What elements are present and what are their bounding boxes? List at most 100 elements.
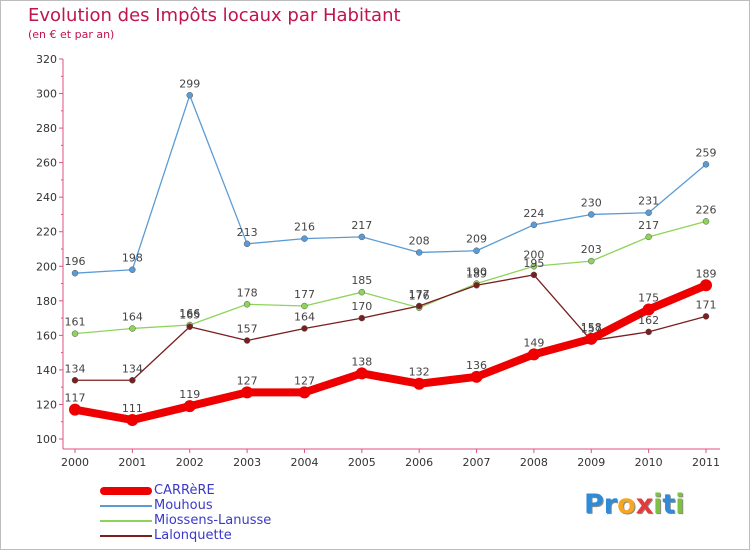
x-tick-label: 2007 (463, 456, 491, 469)
y-tick-label: 160 (36, 329, 57, 342)
data-point (129, 377, 136, 384)
y-tick-label: 220 (36, 226, 57, 239)
data-point (527, 348, 540, 361)
chart-subtitle: (en € et par an) (28, 28, 115, 41)
data-point (588, 257, 595, 265)
y-tick-label: 100 (36, 433, 57, 446)
data-point (702, 161, 710, 168)
data-label: 224 (523, 207, 544, 220)
data-label: 196 (65, 255, 86, 268)
data-label: 157 (581, 323, 602, 336)
chart-title: Evolution des Impôts locaux par Habitant (28, 5, 401, 26)
proxiti-logo: Proxiti (584, 489, 685, 520)
y-tick-label: 120 (36, 398, 57, 411)
data-label: 165 (179, 309, 200, 322)
data-point (186, 92, 193, 99)
data-point (702, 218, 710, 225)
data-label: 175 (638, 291, 659, 304)
line-chart: 100 120 140 160 180 200 220 240 260 280 300 320 2000… (36, 53, 720, 469)
data-point (71, 377, 79, 384)
data-label: 177 (294, 288, 315, 301)
y-tick-label: 320 (36, 53, 57, 66)
data-label: 216 (294, 221, 315, 234)
data-label: 111 (122, 402, 143, 415)
data-point (358, 288, 366, 296)
legend-label: Mouhous (154, 498, 213, 513)
data-point (243, 301, 251, 308)
data-label: 213 (237, 226, 258, 239)
data-label: 162 (638, 314, 659, 327)
data-point (588, 211, 595, 218)
data-point (69, 403, 81, 416)
data-label: 190 (466, 266, 487, 279)
series-line-mouhous (74, 94, 707, 274)
data-label: 185 (351, 274, 372, 287)
data-label: 195 (523, 257, 544, 270)
data-label: 178 (237, 286, 258, 299)
data-point (470, 370, 483, 383)
logo-letter: i (675, 489, 685, 520)
data-label: 164 (294, 310, 315, 323)
data-label: 208 (409, 234, 430, 247)
data-point (183, 400, 196, 413)
x-tick-label: 2010 (635, 456, 663, 469)
y-tick-label: 140 (36, 364, 57, 377)
data-point (415, 302, 423, 310)
x-tick-label: 2004 (290, 456, 318, 469)
data-point (530, 221, 538, 229)
data-label: 226 (696, 203, 717, 216)
legend-swatch (100, 535, 152, 537)
data-label: 127 (237, 374, 258, 387)
logo-letter: x (635, 489, 654, 520)
data-point (358, 314, 366, 322)
legend-label: CARRèRE (154, 483, 215, 498)
data-point (530, 271, 538, 279)
y-tick-label: 280 (36, 122, 57, 135)
data-label: 176 (409, 290, 430, 303)
data-point (301, 325, 308, 332)
legend-label: Miossens-Lanusse (154, 513, 272, 528)
data-label: 134 (122, 362, 143, 375)
data-point (243, 337, 251, 344)
data-label: 200 (523, 248, 544, 261)
data-label: 177 (409, 288, 430, 301)
y-tick-label: 260 (36, 157, 57, 170)
data-label: 164 (122, 310, 143, 323)
data-label: 119 (179, 388, 200, 401)
data-point (186, 323, 193, 330)
logo-letter: t (662, 489, 676, 520)
logo-letter: o (617, 489, 636, 520)
data-label: 157 (237, 323, 258, 336)
x-tick-label: 2009 (577, 456, 605, 469)
data-label: 132 (409, 366, 430, 379)
data-label: 158 (581, 321, 602, 334)
data-label: 217 (638, 219, 659, 232)
data-point (642, 303, 655, 316)
y-tick-label: 200 (36, 260, 57, 273)
data-label: 230 (581, 196, 602, 209)
x-tick-label: 2011 (692, 456, 720, 469)
data-label: 299 (179, 77, 200, 90)
data-point (71, 330, 79, 337)
data-point (126, 414, 139, 426)
data-point (355, 367, 368, 380)
data-point (129, 266, 136, 273)
legend-label: Lalonquette (154, 528, 232, 543)
data-point (473, 247, 480, 254)
data-point (645, 209, 652, 216)
data-label: 209 (466, 233, 487, 246)
x-tick-label: 2005 (348, 456, 376, 469)
data-label: 170 (351, 300, 372, 313)
y-tick-label: 300 (36, 88, 57, 101)
data-label: 136 (466, 359, 487, 372)
data-point (415, 249, 423, 256)
x-tick-label: 2001 (118, 456, 146, 469)
series-line-carrère (71, 281, 710, 424)
x-tick-label: 2003 (233, 456, 261, 469)
data-label: 149 (523, 336, 544, 349)
data-point (645, 233, 652, 241)
data-label: 117 (65, 392, 86, 405)
data-point (243, 240, 251, 248)
x-tick-label: 2002 (176, 456, 204, 469)
